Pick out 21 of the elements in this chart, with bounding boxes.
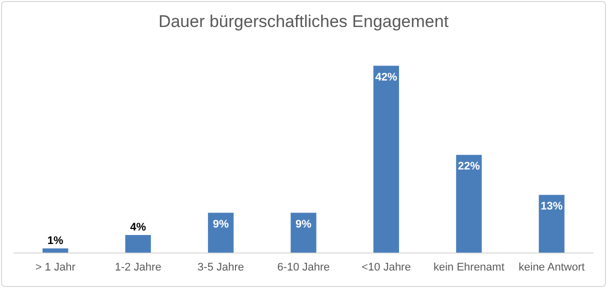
bar	[456, 154, 482, 253]
x-tick-label: keine Antwort	[518, 261, 585, 274]
data-label: 9%	[212, 218, 229, 230]
chart-title: Dauer bürgerschaftliches Engagement	[158, 12, 449, 31]
data-label: 9%	[296, 218, 312, 230]
data-label: 13%	[540, 200, 563, 212]
data-label: 42%	[375, 71, 398, 84]
x-tick-label: > 1 Jahr	[35, 261, 76, 274]
x-tick-label: 3-5 Jahre	[198, 261, 244, 274]
data-label: 4%	[130, 222, 146, 234]
bar	[290, 212, 316, 253]
bar	[208, 212, 234, 253]
bar	[373, 66, 400, 253]
bar	[538, 194, 564, 253]
x-tick-label: 6-10 Jahre	[277, 261, 330, 274]
x-tick-label: <10 Jahre	[362, 261, 411, 274]
x-tick-label: 1-2 Jahre	[114, 261, 162, 274]
data-label: 22%	[458, 160, 480, 172]
data-label: 1%	[47, 234, 64, 247]
x-tick-label: kein Ehrenamt	[433, 261, 504, 274]
bar	[125, 234, 151, 253]
